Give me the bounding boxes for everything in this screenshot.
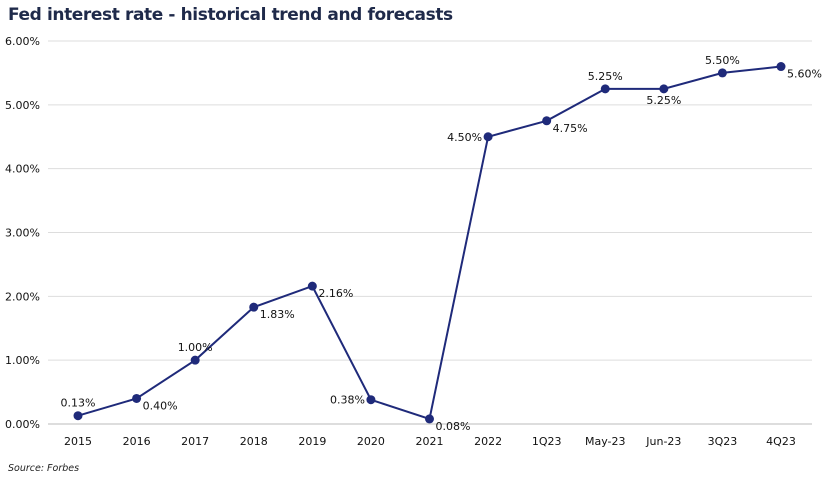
data-label: 1.83% bbox=[260, 308, 295, 321]
y-tick-label: 5.00% bbox=[5, 99, 40, 112]
data-label: 0.38% bbox=[330, 394, 365, 407]
y-tick-label: 3.00% bbox=[5, 227, 40, 240]
data-label: 4.75% bbox=[553, 122, 588, 135]
x-tick-label: 3Q23 bbox=[708, 435, 738, 448]
chart-title: Fed interest rate - historical trend and… bbox=[8, 5, 453, 25]
data-point bbox=[659, 84, 669, 94]
data-label: 5.50% bbox=[705, 54, 740, 67]
data-label: 0.40% bbox=[143, 399, 178, 412]
data-point bbox=[132, 393, 142, 403]
series-line bbox=[77, 65, 782, 421]
x-tick-label: 2020 bbox=[357, 435, 385, 448]
y-tick-label: 1.00% bbox=[5, 354, 40, 367]
y-tick-label: 0.00% bbox=[5, 418, 40, 431]
data-point bbox=[600, 84, 610, 94]
x-tick-label: 2019 bbox=[298, 435, 326, 448]
data-point bbox=[717, 68, 727, 78]
data-point bbox=[425, 414, 434, 424]
x-tick-label: 2021 bbox=[416, 435, 444, 448]
data-point bbox=[542, 116, 552, 126]
source-note: Source: Forbes bbox=[8, 463, 80, 474]
data-label: 5.25% bbox=[646, 94, 681, 107]
data-label: 2.16% bbox=[318, 287, 353, 300]
x-tick-label: 2018 bbox=[240, 435, 268, 448]
y-tick-label: 4.00% bbox=[5, 163, 40, 176]
x-tick-label: May-23 bbox=[585, 435, 626, 448]
data-point bbox=[190, 355, 200, 365]
data-point bbox=[249, 302, 259, 312]
y-tick-label: 2.00% bbox=[5, 290, 40, 303]
data-label: 0.08% bbox=[436, 420, 471, 433]
data-label: 4.50% bbox=[447, 131, 482, 144]
x-tick-label: 1Q23 bbox=[532, 435, 562, 448]
x-tick-label: Jun-23 bbox=[645, 435, 681, 448]
data-label: 5.25% bbox=[588, 70, 623, 83]
data-label: 0.13% bbox=[61, 397, 96, 410]
x-tick-label: 2022 bbox=[474, 435, 502, 448]
data-point bbox=[73, 411, 83, 421]
x-tick-label: 4Q23 bbox=[766, 435, 796, 448]
x-tick-label: 2016 bbox=[123, 435, 151, 448]
data-point bbox=[483, 132, 493, 142]
x-tick-label: 2015 bbox=[64, 435, 92, 448]
data-label: 5.60% bbox=[787, 68, 822, 81]
x-tick-label: 2017 bbox=[181, 435, 209, 448]
data-label: 1.00% bbox=[178, 341, 213, 354]
y-tick-label: 6.00% bbox=[5, 35, 40, 48]
data-point bbox=[366, 395, 376, 405]
data-point bbox=[776, 62, 786, 72]
data-point bbox=[307, 281, 317, 291]
